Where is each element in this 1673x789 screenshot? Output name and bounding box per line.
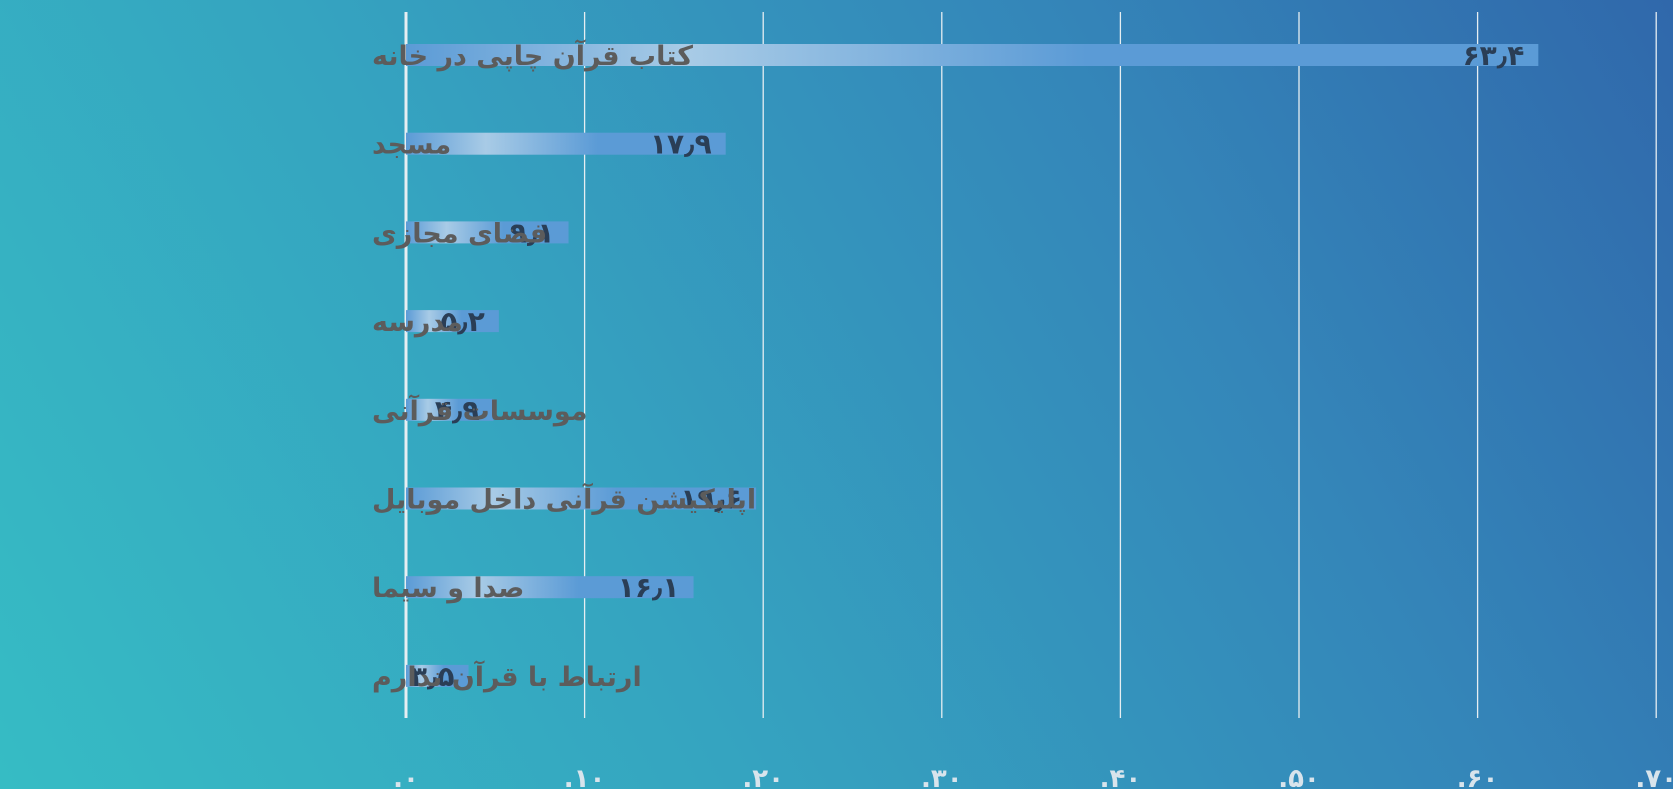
x-tick-label: .۲۰ xyxy=(742,764,784,789)
category-label: مدرسه xyxy=(372,307,463,338)
category-label: موسسات قرآنی xyxy=(372,394,588,427)
value-label: ۴٫۹ xyxy=(435,394,480,427)
value-label: ۹٫۱ xyxy=(510,216,555,249)
category-label: اپلیکیشن قرآنی داخل موبایل xyxy=(372,483,756,516)
x-tick-label: .۴۰ xyxy=(1100,764,1142,789)
x-tick-labels: .۰ .۱۰ .۲۰ .۳۰ .۴۰ .۵۰ .۶۰ .۷۰ xyxy=(393,764,1673,789)
x-tick-label: .۰ xyxy=(393,764,419,789)
category-label: فضای مجازی xyxy=(372,218,547,249)
category-label: کتاب قرآن چاپی در خانه xyxy=(372,39,693,72)
value-labels: ۶۳٫۴ ۱۷٫۹ ۹٫۱ ۵٫۲ ۴٫۹ ۱۹٫۶ ۱۶٫۱ ۳٫۵ xyxy=(410,39,1524,693)
category-label: ارتباط با قرآن ندارم xyxy=(372,660,642,693)
value-label: ۳٫۵ xyxy=(410,660,455,693)
x-tick-label: .۳۰ xyxy=(921,764,963,789)
category-label: صدا و سیما xyxy=(372,573,524,604)
category-label: مسجد xyxy=(372,130,451,161)
category-labels: کتاب قرآن چاپی در خانه مسجد فضای مجازی مدرس… xyxy=(372,39,756,693)
gridlines xyxy=(404,12,1657,718)
bars xyxy=(406,44,1539,687)
bar xyxy=(406,576,694,599)
value-label: ۱۶٫۱ xyxy=(618,571,680,604)
value-label: ۱۹٫۶ xyxy=(680,483,742,516)
value-label: ۶۳٫۴ xyxy=(1463,39,1525,72)
x-tick-label: .۵۰ xyxy=(1278,764,1320,789)
bar xyxy=(406,398,494,421)
x-tick-label: .۷۰ xyxy=(1635,764,1673,789)
value-label: ۱۷٫۹ xyxy=(650,128,712,161)
x-tick-label: .۶۰ xyxy=(1457,764,1499,789)
bar xyxy=(406,132,726,155)
bar xyxy=(406,487,757,510)
x-tick-label: .۱۰ xyxy=(564,764,606,789)
bar xyxy=(406,221,569,244)
value-label: ۵٫۲ xyxy=(440,305,485,338)
bar xyxy=(406,310,499,333)
bar xyxy=(406,664,469,687)
bar xyxy=(406,44,1539,66)
